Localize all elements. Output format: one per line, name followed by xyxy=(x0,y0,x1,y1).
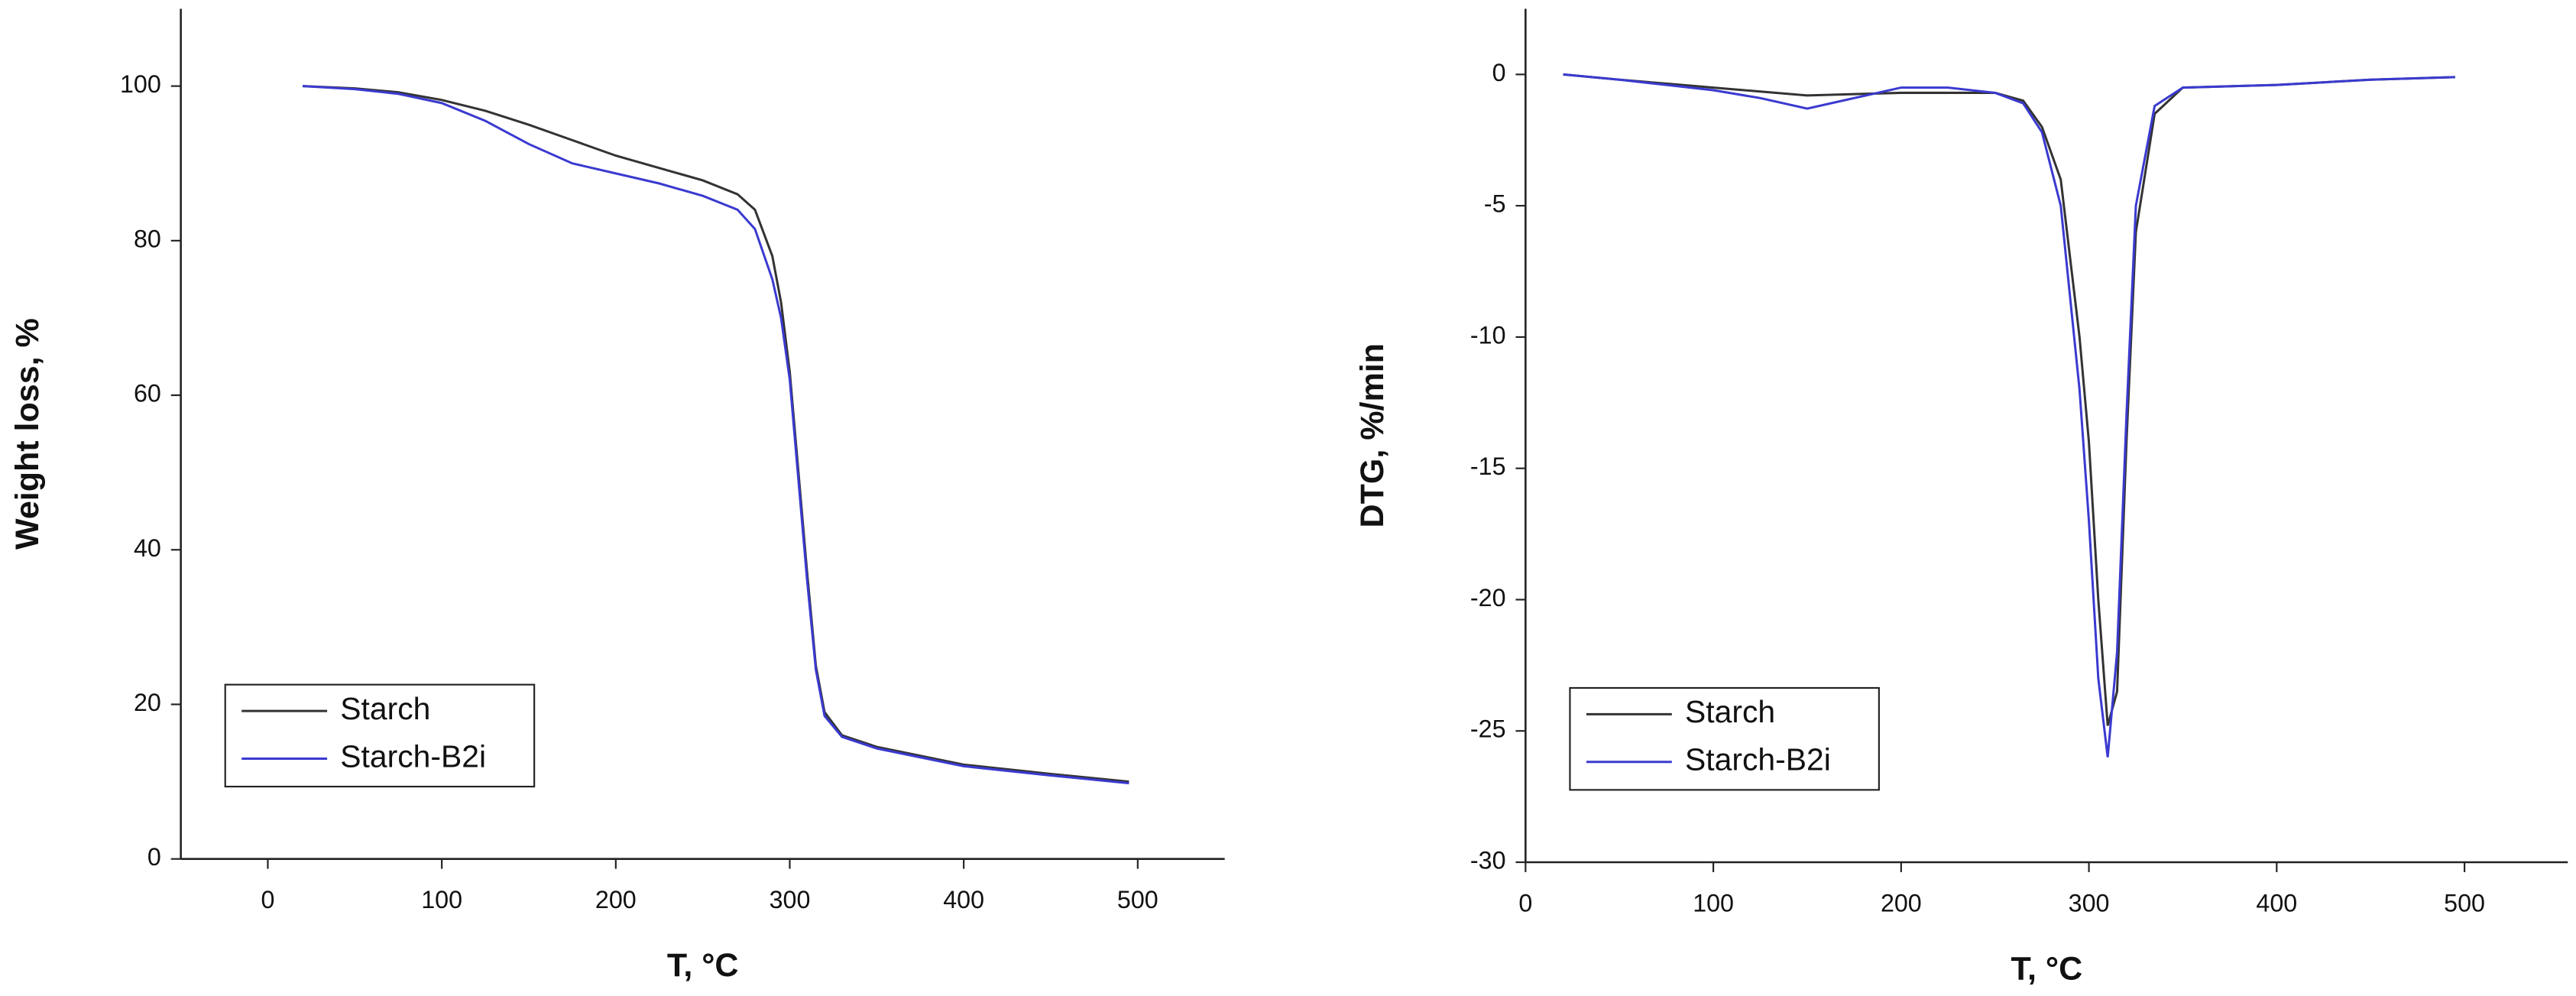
y-axis-label: DTG, %/min xyxy=(1354,343,1391,527)
y-tick-label: 20 xyxy=(134,689,161,716)
y-tick-label: -25 xyxy=(1470,715,1506,743)
y-tick-label: -5 xyxy=(1484,190,1506,218)
y-tick-label: 60 xyxy=(134,380,161,407)
legend-label: Starch xyxy=(1685,694,1775,729)
legend: Starch Starch-B2i xyxy=(1569,686,1880,791)
x-tick-label: 300 xyxy=(770,886,811,913)
series-line xyxy=(1563,73,2455,726)
plot: 0 20 40 60 80 100 0 100 200 300 400 500 T, °C Weight … xyxy=(9,8,1225,984)
series-line xyxy=(302,85,1129,785)
y-tick-label: -30 xyxy=(1470,847,1506,874)
x-tick-label: 200 xyxy=(595,886,637,913)
x-tick-label: 400 xyxy=(2256,889,2297,917)
x-tick-label: 0 xyxy=(1518,889,1532,917)
x-tick-label: 300 xyxy=(2069,889,2110,917)
series-line xyxy=(302,85,1129,783)
y-tick-label: 100 xyxy=(120,70,161,98)
y-tick-label: 40 xyxy=(134,534,161,562)
y-tick-label: 80 xyxy=(134,225,161,252)
y-tick-label: -20 xyxy=(1470,584,1506,612)
y-tick-label: -15 xyxy=(1470,453,1506,480)
y-axis-label: Weight loss, % xyxy=(9,318,46,550)
x-tick-label: 400 xyxy=(943,886,984,913)
series-line xyxy=(1563,73,2455,758)
y-tick-label: 0 xyxy=(1492,59,1506,86)
x-axis-label: T, °C xyxy=(667,947,739,984)
legend: Starch Starch-B2i xyxy=(224,683,536,788)
legend-box xyxy=(224,683,536,788)
legend-box xyxy=(1569,686,1880,791)
x-tick-label: 500 xyxy=(1117,886,1158,913)
legend-label: Starch xyxy=(340,691,430,726)
y-tick-label: 0 xyxy=(147,843,161,871)
y-tick-label: -10 xyxy=(1470,321,1506,349)
plot: -30 -25 -20 -15 -10 -5 0 0 100 200 300 400 500 T, °C D… xyxy=(1354,8,2568,987)
x-tick-label: 100 xyxy=(421,886,462,913)
x-tick-label: 200 xyxy=(1881,889,1922,917)
legend-label: Starch-B2i xyxy=(340,738,486,774)
x-tick-label: 500 xyxy=(2444,889,2485,917)
x-tick-label: 0 xyxy=(261,886,275,913)
x-tick-label: 100 xyxy=(1693,889,1734,917)
legend-label: Starch-B2i xyxy=(1685,742,1831,777)
x-axis-label: T, °C xyxy=(2011,950,2082,987)
